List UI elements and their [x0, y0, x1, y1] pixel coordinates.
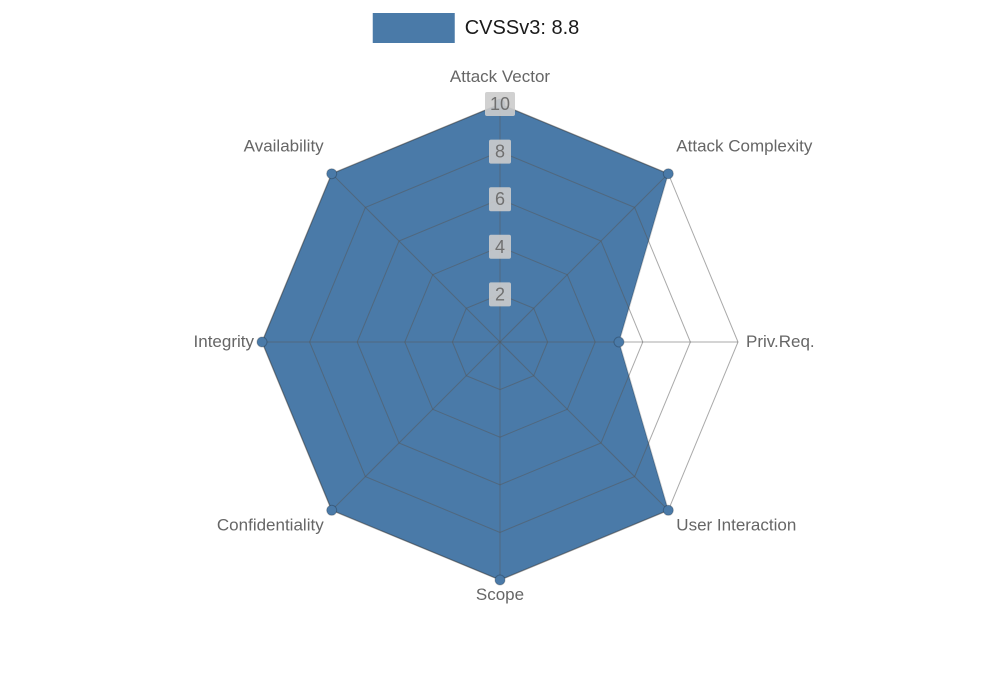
vertex-marker — [613, 336, 625, 348]
tick-label: 4 — [495, 237, 505, 257]
grid-spoke — [499, 173, 669, 343]
tick-label: 8 — [495, 142, 505, 162]
vertex-marker — [256, 336, 268, 348]
axis-label: Attack Complexity — [676, 137, 813, 156]
vertex-marker — [326, 168, 338, 180]
axis-label: Priv.Req. — [746, 332, 815, 351]
tick-label-box — [489, 139, 511, 164]
vertex-marker — [662, 504, 674, 516]
legend-label: CVSSv3: 8.8 — [464, 16, 580, 39]
axis-label: Integrity — [194, 332, 255, 351]
tick-label-box — [489, 234, 511, 259]
axis-label: User Interaction — [676, 515, 796, 534]
tick-label: 2 — [495, 284, 505, 304]
tick-label: 6 — [495, 189, 505, 209]
legend-swatch — [372, 13, 455, 43]
vertex-marker — [326, 504, 338, 516]
tick-label-box — [489, 282, 511, 307]
axis-label: Confidentiality — [217, 515, 324, 534]
chart-legend: CVSSv3: 8.8 — [372, 13, 580, 43]
tick-label-box — [489, 187, 511, 212]
grid-spoke — [331, 341, 501, 511]
axis-label: Availability — [244, 137, 325, 156]
vertex-marker — [662, 168, 674, 180]
grid-spoke — [499, 341, 669, 511]
grid-spoke — [331, 173, 501, 343]
tick-label: 10 — [490, 94, 510, 114]
axis-label: Scope — [476, 585, 524, 604]
axis-label: Attack Vector — [450, 67, 550, 86]
tick-label-box — [485, 92, 515, 116]
vertex-marker — [494, 574, 506, 586]
